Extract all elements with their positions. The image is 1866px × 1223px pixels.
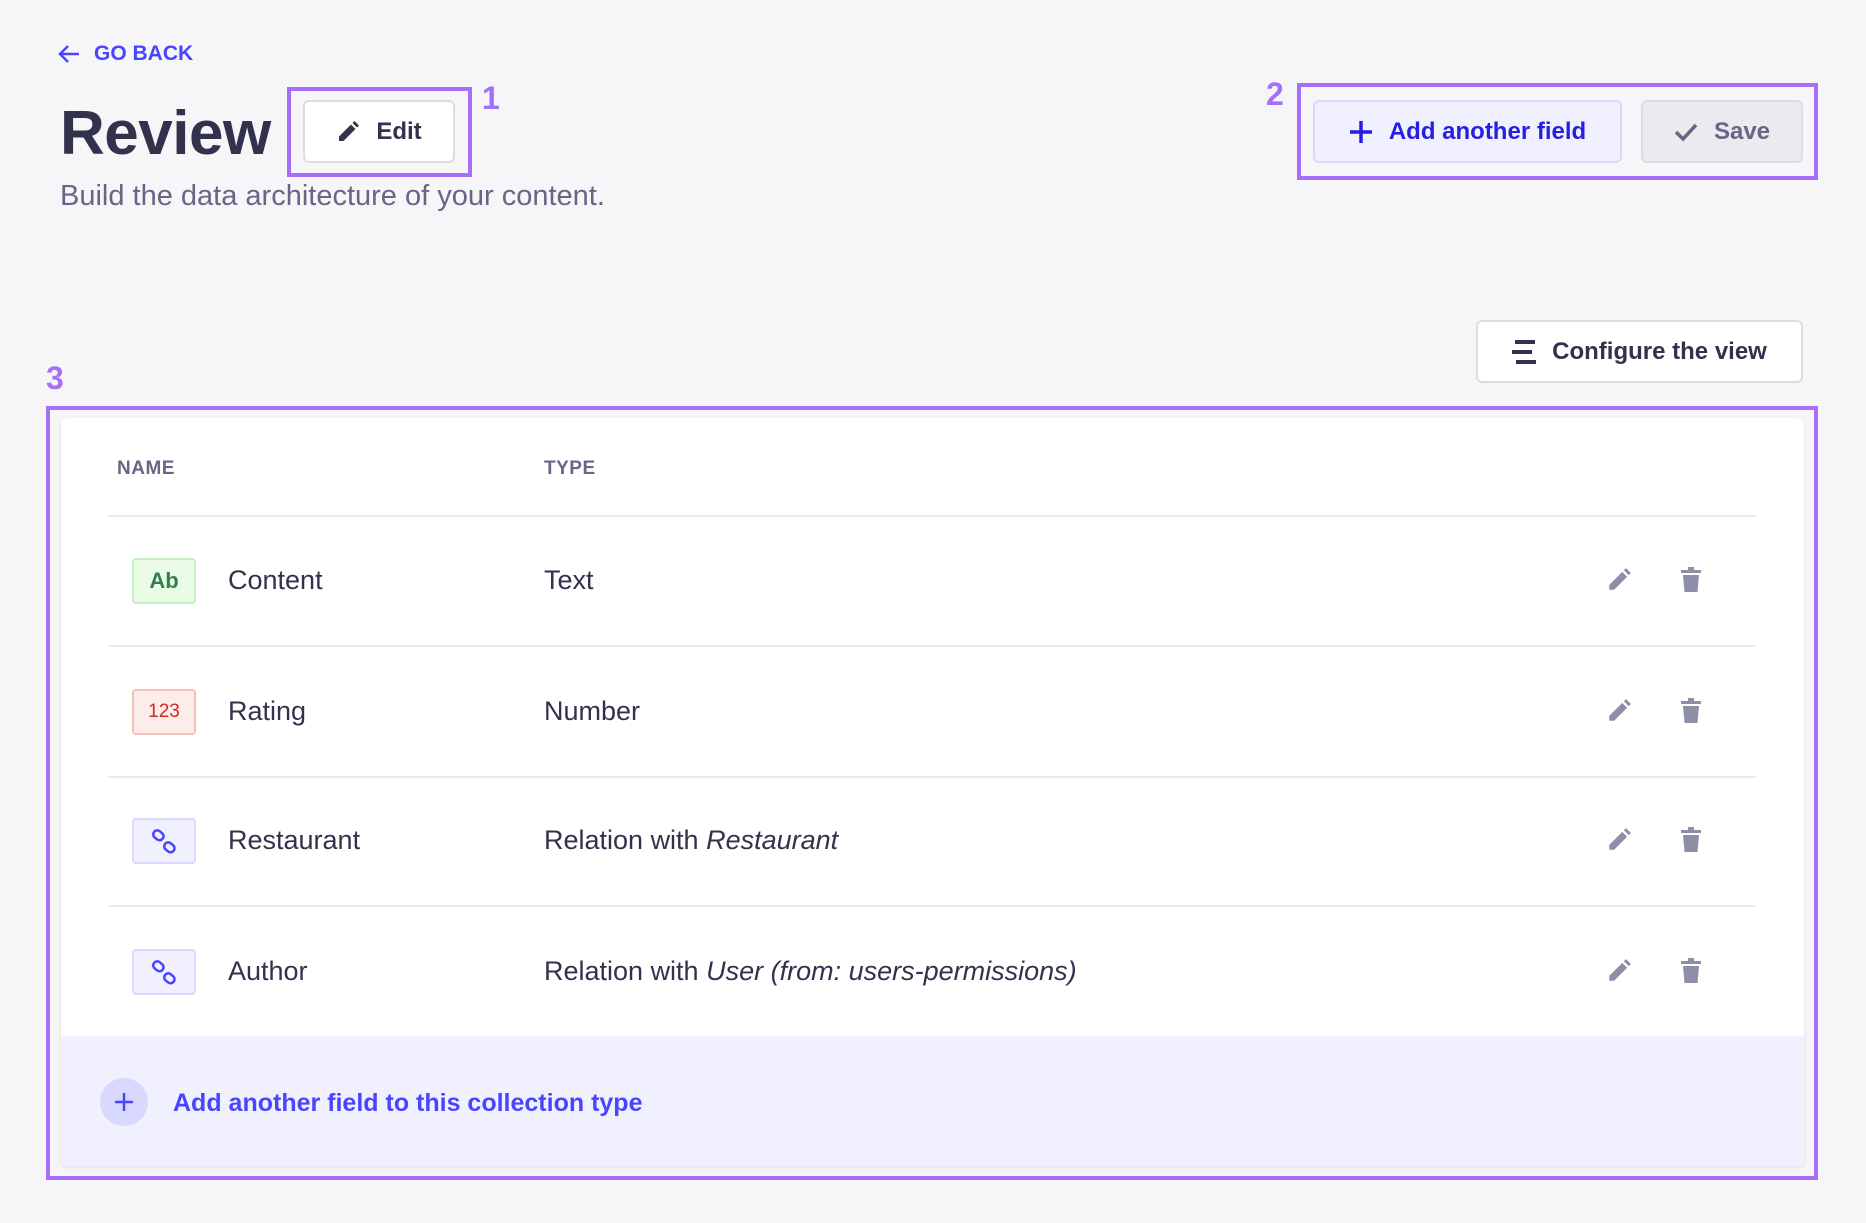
column-header-name: NAME (117, 458, 175, 479)
trash-icon (1681, 567, 1701, 592)
annotation-number-3: 3 (46, 360, 64, 396)
badge-label: 123 (148, 701, 180, 722)
pencil-icon (1609, 699, 1631, 721)
delete-field-button[interactable] (1679, 567, 1707, 595)
field-type-label: Number (544, 696, 641, 726)
divider (108, 776, 1756, 778)
plus-icon (115, 1093, 133, 1111)
add-field-footer[interactable] (61, 1036, 1804, 1166)
field-name: Rating (228, 696, 307, 726)
table-row: 123 Rating Number (108, 689, 1756, 842)
trash-icon (1681, 958, 1701, 983)
delete-field-button[interactable] (1679, 827, 1707, 855)
field-type-badge-number: 123 (132, 689, 196, 735)
pencil-icon (1609, 959, 1631, 981)
edit-label: Edit (376, 117, 422, 145)
plus-icon (1349, 120, 1372, 143)
column-header-type: TYPE (544, 458, 596, 479)
edit-field-button[interactable] (1606, 698, 1634, 726)
go-back-label: GO BACK (94, 42, 194, 65)
arrow-left-icon (58, 45, 79, 63)
field-name: Restaurant (228, 825, 361, 855)
add-field-to-collection-link[interactable]: Add another field to this collection typ… (173, 1089, 643, 1117)
check-icon (1674, 123, 1698, 142)
edit-field-button[interactable] (1606, 567, 1634, 595)
delete-field-button[interactable] (1679, 958, 1707, 986)
field-type-label: Relation with (544, 956, 707, 986)
table-row: Author Relation with User (from: users-pe… (108, 949, 1756, 1102)
divider (108, 905, 1756, 907)
field-name: Content (228, 565, 323, 595)
field-type: Number (544, 696, 640, 727)
table-row: Ab Content Text (108, 558, 1756, 711)
page-subtitle: Build the data architecture of your cont… (60, 180, 605, 212)
divider (108, 515, 1756, 517)
delete-field-button[interactable] (1679, 698, 1707, 726)
divider (108, 645, 1756, 647)
pencil-icon (339, 120, 360, 141)
field-type-badge-relation (132, 818, 196, 864)
field-type: Relation with User (from: users-permissi… (544, 956, 1077, 987)
annotation-box-3 (46, 406, 1818, 1180)
annotation-number-1: 1 (482, 80, 500, 116)
trash-icon (1681, 827, 1701, 852)
link-icon (151, 960, 176, 985)
field-type-label: Text (544, 565, 594, 595)
annotation-number-2: 2 (1266, 76, 1284, 112)
page-title: Review (60, 99, 271, 168)
edit-field-button[interactable] (1606, 827, 1634, 855)
field-type: Text (544, 565, 594, 596)
edit-field-button[interactable] (1606, 958, 1634, 986)
link-icon (151, 829, 176, 854)
save-button[interactable]: Save (1641, 100, 1803, 163)
add-field-label: Add another field (1388, 117, 1587, 145)
edit-button[interactable]: Edit (303, 100, 455, 163)
save-label: Save (1713, 117, 1771, 145)
annotation-box-2 (1297, 83, 1818, 180)
field-type: Relation with Restaurant (544, 825, 838, 856)
layout-icon (1512, 339, 1537, 364)
pencil-icon (1609, 568, 1631, 590)
field-type-label: Relation with (544, 825, 707, 855)
table-row: Restaurant Relation with Restaurant (108, 818, 1756, 971)
trash-icon (1681, 698, 1701, 723)
annotation-box-1 (287, 87, 472, 177)
field-relation-target: Restaurant (706, 825, 839, 855)
go-back-link[interactable]: GO BACK (58, 42, 193, 66)
add-another-field-button[interactable]: Add another field (1313, 100, 1622, 163)
field-relation-target: User (from: users-permissions) (706, 956, 1077, 986)
configure-label: Configure the view (1552, 337, 1767, 365)
badge-label: Ab (149, 568, 179, 593)
pencil-icon (1609, 828, 1631, 850)
configure-view-button[interactable]: Configure the view (1476, 320, 1803, 383)
field-type-badge-text: Ab (132, 558, 196, 604)
field-type-badge-relation (132, 949, 196, 995)
add-field-circle-button[interactable] (100, 1078, 148, 1126)
field-name: Author (228, 956, 308, 986)
